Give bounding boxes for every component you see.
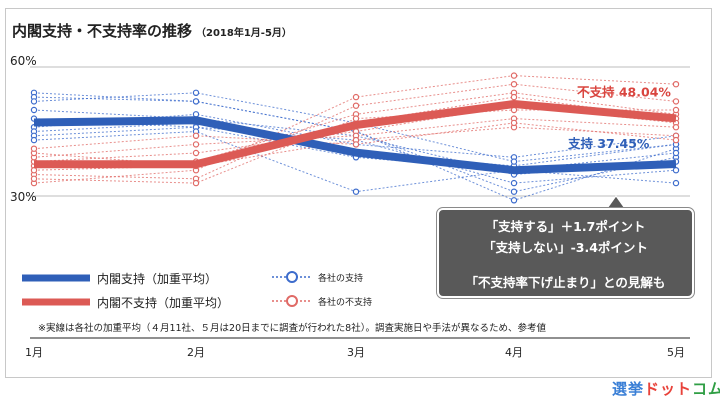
poll-line-1-0 [33,75,677,184]
poll-line-1-8 [33,122,677,150]
support-end-label: 支持 37.45% [567,136,650,151]
poll-point-1-7-2 [352,115,360,122]
poll-line-1-7 [33,109,676,184]
logo-part-3: コム [692,380,720,398]
poll-point-1-0-4 [672,80,680,88]
poll-point-0-7-0 [30,98,38,105]
poll-point-0-1-3 [510,197,518,204]
callout-line-support: 「支持する」＋1.7ポイント [485,219,646,234]
legend-support-avg-label: 内閣支持（加重平均） [97,272,218,286]
title-main: 内閣支持・不支持率の推移 [12,22,193,40]
poll-point-1-1-3 [510,80,518,88]
poll-point-1-0-2 [352,93,360,101]
poll-point-1-8-2 [352,141,360,148]
poll-point-0-8-0 [30,136,38,144]
poll-point-1-3-0 [30,166,38,174]
poll-point-1-7-0 [30,175,38,182]
poll-point-0-6-4 [672,149,680,157]
footnote: ※実線は各社の加重平均（４月11社、５月は20日までに調査が行われた8社）。調査… [38,323,546,334]
poll-line-1-5 [33,118,677,158]
legend-disapproval-avg-label: 内閣不支持（加重平均） [97,296,230,310]
callout-line-view: 「不支持率下げ止まり」との見解も [465,275,666,290]
title-period: （2018年1月-5月） [196,28,292,39]
poll-point-1-3-3 [510,93,518,101]
callout-line-disapproval: 「支持しない」-3.4ポイント [483,240,648,255]
poll-point-1-5-4 [672,123,680,131]
average-line-0 [33,116,677,175]
x-tick-label-2: 3月 [347,346,365,359]
poll-point-0-7-3 [510,158,518,165]
y-tick-label-top: 60% [10,54,37,68]
poll-point-0-2-0 [30,106,38,114]
poll-point-0-3-3 [510,179,518,187]
poll-point-0-3-4 [672,166,680,174]
poll-point-1-7-4 [672,106,680,114]
poll-point-0-1-1 [192,98,200,105]
poll-point-0-4-1 [192,111,200,118]
legend-layer [22,271,312,307]
poll-point-1-8-1 [192,132,200,139]
grid-layer [30,66,690,197]
poll-point-1-7-1 [192,179,200,187]
x-tick-label-4: 5月 [667,346,685,359]
poll-point-1-1-2 [352,102,360,109]
poll-point-0-7-1 [192,89,200,97]
legend-disapproval-polls-label: 各社の不支持 [318,298,373,308]
poll-point-0-8-2 [352,188,360,195]
x-tick-label-0: 1月 [25,346,43,359]
legend-poll-marker-1 [286,295,298,307]
chart-title: 内閣支持・不支持率の推移 （2018年1月-5月） [12,20,292,41]
logo-part-1: 選挙 [612,380,645,398]
poll-line-0-2 [33,109,677,176]
legend-poll-marker-0 [286,271,298,283]
poll-point-1-5-1 [192,141,200,148]
summary-callout: 「支持する」＋1.7ポイント 「支持しない」-3.4ポイント 「不支持率下げ止ま… [436,207,695,299]
poll-point-1-8-4 [672,136,680,144]
poll-point-1-0-3 [510,72,518,79]
site-logo: 選挙ドットコム [612,378,720,399]
average-layer: 支持 37.45% 不支持 48.04% [33,84,677,211]
poll-point-0-8-4 [672,179,680,187]
poll-point-1-1-4 [672,98,680,105]
x-tick-label-1: 2月 [187,346,205,359]
poll-point-1-8-0 [30,145,38,152]
poll-point-1-8-3 [510,119,518,127]
axis-layer: 60% 30% 1月 2月 3月 4月 5月 [10,54,690,359]
poll-point-0-0-3 [510,188,518,195]
disapproval-end-label: 不支持 48.04% [577,84,671,99]
x-tick-label-3: 4月 [505,346,523,359]
average-line-1 [34,100,677,169]
poll-point-1-4-1 [192,149,200,157]
y-tick-label-bottom: 30% [10,190,37,204]
logo-part-2: ドット [644,380,693,398]
legend-support-polls-label: 各社の支持 [318,274,364,284]
poll-line-1-4 [33,105,677,163]
